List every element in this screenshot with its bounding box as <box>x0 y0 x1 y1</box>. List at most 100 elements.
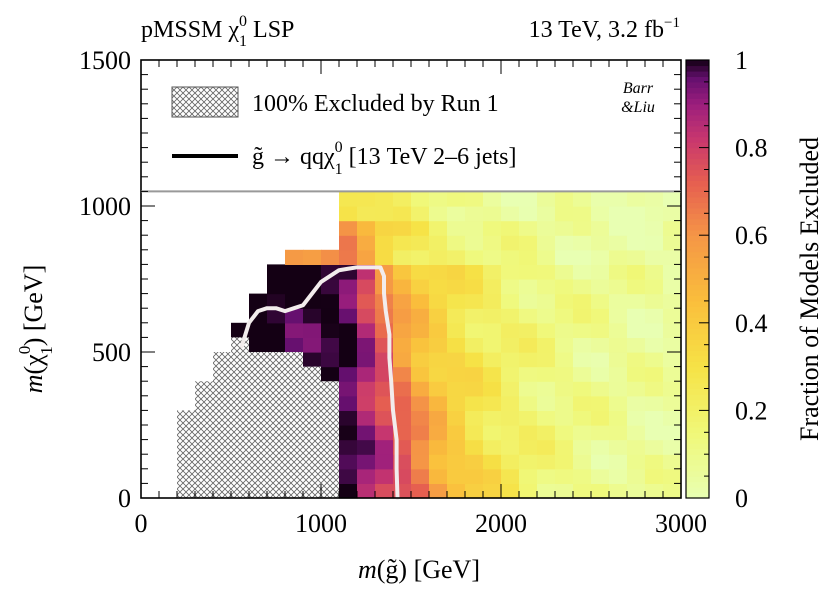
heat-cell <box>339 322 358 338</box>
colorbar-segment <box>686 76 709 83</box>
heat-cell <box>483 322 502 338</box>
colorbar-segment <box>686 355 709 362</box>
heat-cell <box>573 308 592 324</box>
heat-cell <box>447 235 466 251</box>
heat-cell <box>663 483 682 499</box>
heat-cell <box>645 293 664 309</box>
heat-cell <box>591 279 610 295</box>
heat-cell <box>285 322 304 338</box>
heat-cell <box>285 264 304 280</box>
heat-cell <box>393 279 412 295</box>
colorbar-segment <box>686 60 709 67</box>
heat-cell <box>627 322 646 338</box>
heat-cell <box>627 249 646 265</box>
heat-cell <box>447 381 466 397</box>
heat-cell <box>573 439 592 455</box>
heat-cell <box>303 352 322 368</box>
heat-cell <box>501 381 520 397</box>
heat-cell <box>429 468 448 484</box>
heat-cell <box>537 235 556 251</box>
colorbar-segment <box>686 311 709 318</box>
heat-cell <box>483 366 502 382</box>
heat-cell <box>339 395 358 411</box>
heat-cell <box>411 308 430 324</box>
heat-cell <box>573 264 592 280</box>
heat-cell <box>645 483 664 499</box>
run1-excluded-region <box>177 337 339 498</box>
heat-cell <box>393 337 412 353</box>
y-axis-close: ) [GeV] <box>19 265 48 347</box>
heat-cell <box>303 322 322 338</box>
heat-cell <box>393 308 412 324</box>
heat-cell <box>591 352 610 368</box>
colorbar-segment <box>686 164 709 171</box>
heat-cell <box>663 454 682 470</box>
heat-cell <box>537 279 556 295</box>
heat-cell <box>321 293 340 309</box>
heat-cell <box>555 308 574 324</box>
legend: 100% Excluded by Run 1 g̃ → qqχ0 1 [13 TeV… <box>171 80 655 178</box>
heat-cell <box>627 352 646 368</box>
heat-cell <box>501 322 520 338</box>
heat-cell <box>663 468 682 484</box>
heat-cell <box>411 264 430 280</box>
heat-cell <box>627 337 646 353</box>
heat-cell <box>537 191 556 207</box>
heat-cell <box>537 381 556 397</box>
heat-cell <box>573 279 592 295</box>
heat-cell <box>609 279 628 295</box>
colorbar-segment <box>686 273 709 280</box>
heat-cell <box>483 206 502 222</box>
colorbar-tick-label: 0 <box>735 484 748 513</box>
legend-chi-sup: 0 <box>335 139 343 156</box>
colorbar-segment <box>686 120 709 127</box>
heat-cell <box>429 352 448 368</box>
colorbar-segment <box>686 410 709 417</box>
heat-cell <box>339 249 358 265</box>
heat-cell <box>627 366 646 382</box>
heat-cell <box>357 293 376 309</box>
heat-cell <box>609 191 628 207</box>
heat-cell <box>627 381 646 397</box>
heat-cell <box>483 483 502 499</box>
heat-cell <box>483 191 502 207</box>
heat-cell <box>663 425 682 441</box>
heat-cell <box>663 395 682 411</box>
heat-cell <box>303 264 322 280</box>
heat-cell <box>447 206 466 222</box>
heat-cell <box>357 395 376 411</box>
heat-cell <box>429 395 448 411</box>
heat-cell <box>465 381 484 397</box>
heat-cell <box>339 191 358 207</box>
colorbar-segment <box>686 174 709 182</box>
heat-cell <box>411 337 430 353</box>
heat-cell <box>645 322 664 338</box>
colorbar-segment <box>686 421 709 428</box>
heat-cell <box>447 293 466 309</box>
y-tick-label: 1500 <box>79 46 131 75</box>
heat-cell <box>465 293 484 309</box>
heat-cell <box>591 293 610 309</box>
heat-cell <box>447 395 466 411</box>
heat-cell <box>663 293 682 309</box>
colorbar-segment <box>686 131 709 138</box>
heat-cell <box>501 191 520 207</box>
heat-cell <box>357 279 376 295</box>
heat-cell <box>591 191 610 207</box>
heat-cell <box>393 322 412 338</box>
heat-cell <box>375 410 394 426</box>
colorbar-tick-label: 0.8 <box>735 134 768 163</box>
heat-cell <box>591 220 610 236</box>
heat-cell <box>627 425 646 441</box>
heat-cell <box>663 279 682 295</box>
heat-cell <box>465 206 484 222</box>
heat-cell <box>501 366 520 382</box>
heat-cell <box>555 366 574 382</box>
heat-cell <box>519 337 538 353</box>
colorbar-segment <box>686 191 709 198</box>
heat-cell <box>501 235 520 251</box>
heat-cell <box>573 352 592 368</box>
heat-cell <box>465 395 484 411</box>
heat-cell <box>645 454 664 470</box>
heat-cell <box>645 279 664 295</box>
